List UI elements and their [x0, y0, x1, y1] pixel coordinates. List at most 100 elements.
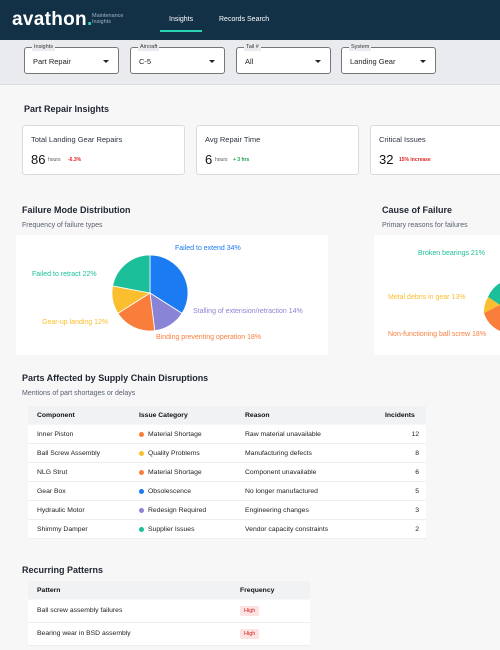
aircraft-select-value: C-5 — [139, 57, 152, 66]
cause-label-metal-debris: Metal debris in gear 13% — [388, 294, 466, 301]
cell-reason: Raw material unavailable — [245, 431, 321, 438]
pie-label-binding: Binding preventing operation 18% — [156, 334, 262, 341]
cell-component: Gear Box — [37, 488, 66, 495]
header-component: Component — [37, 412, 75, 419]
cause-of-failure-pie-chart — [483, 283, 500, 331]
category-dot — [139, 489, 144, 494]
failure-mode-pie-chart — [111, 254, 189, 332]
cell-category: Obsolescence — [148, 488, 192, 495]
table-row[interactable]: Ball Screw Assembly Quality Problems Man… — [28, 444, 426, 463]
cell-reason: Engineering changes — [245, 507, 309, 514]
kpi-unit: hours — [215, 157, 228, 163]
aircraft-select[interactable]: Aircraft C-5 — [130, 43, 225, 74]
cause-of-failure-chart-card: Broken bearings 21% Metal debris in gear… — [374, 235, 500, 355]
header-incidents: Incidents — [385, 412, 415, 419]
cause-slice-ball-screw — [484, 305, 500, 331]
header-reason: Reason — [245, 412, 270, 419]
pie-label-stalling: Stalling of extension/retraction 14% — [193, 308, 303, 315]
supply-chain-subtitle: Mentions of part shortages or delays — [22, 390, 136, 397]
insights-select-value: Part Repair — [33, 57, 71, 66]
cell-category: Redesign Required — [148, 507, 207, 514]
system-select-legend: System — [349, 43, 372, 51]
cell-incidents: 6 — [415, 469, 419, 476]
active-tab-indicator — [160, 30, 202, 32]
failure-mode-subtitle: Frequency of failure types — [22, 222, 103, 229]
insights-title: Part Repair Insights — [24, 104, 110, 114]
brand-logo[interactable]: avathon. — [12, 9, 93, 31]
chevron-down-icon — [315, 60, 321, 63]
top-navigation-bar: avathon. Maintenance Insights Insights R… — [0, 0, 500, 40]
category-dot — [139, 470, 144, 475]
pie-label-failed-to-extend: Failed to extend 34% — [175, 245, 241, 252]
filter-bar: Insights Part Repair Aircraft C-5 Tail #… — [0, 40, 500, 85]
brand-dot: . — [86, 9, 93, 30]
cell-incidents: 2 — [415, 526, 419, 533]
table-row[interactable]: Hydraulic Motor Redesign Required Engine… — [28, 501, 426, 520]
frequency-badge: High — [240, 629, 260, 639]
table-row[interactable]: Gear Box Obsolescence No longer manufact… — [28, 482, 426, 501]
brand-subtitle-line2: Insights — [92, 19, 111, 25]
kpi-card-critical-issues: Critical Issues 32 15% increase — [370, 125, 500, 175]
tab-records-search[interactable]: Records Search — [219, 16, 270, 23]
cause-of-failure-subtitle: Primary reasons for failures — [382, 222, 468, 229]
chevron-down-icon — [420, 60, 426, 63]
brand-subtitle: Maintenance Insights — [92, 13, 124, 25]
table-row[interactable]: NLG Strut Material Shortage Component un… — [28, 463, 426, 482]
cell-incidents: 12 — [411, 431, 419, 438]
supply-chain-table: Component Issue Category Reason Incident… — [28, 406, 426, 540]
kpi-delta: -6.3% — [68, 157, 82, 163]
pie-slice-binding[interactable] — [117, 292, 156, 332]
header-pattern: Pattern — [37, 587, 61, 594]
tail-number-select-legend: Tail # — [244, 43, 261, 51]
cause-slice-broken-bearings — [488, 283, 500, 305]
kpi-value: 6 — [205, 152, 213, 167]
system-select-value: Landing Gear — [350, 57, 396, 66]
cell-reason: Manufacturing defects — [245, 450, 312, 457]
cell-reason: Component unavailable — [245, 469, 317, 476]
category-dot — [139, 451, 144, 456]
cause-slice-metal-debris — [483, 297, 500, 313]
kpi-unit: hours — [48, 157, 61, 163]
tail-number-select[interactable]: Tail # All — [236, 43, 331, 74]
cause-label-broken-bearings: Broken bearings 21% — [418, 250, 485, 257]
table-row[interactable]: Shimmy Damper Supplier Issues Vendor cap… — [28, 520, 426, 539]
cell-category: Quality Problems — [148, 450, 200, 457]
table-row[interactable]: Inner Piston Material Shortage Raw mater… — [28, 425, 426, 444]
cell-incidents: 3 — [415, 507, 419, 514]
cell-component: Ball Screw Assembly — [37, 450, 101, 457]
tab-insights[interactable]: Insights — [169, 16, 194, 23]
kpi-delta: 15% increase — [399, 157, 431, 163]
kpi-label: Critical Issues — [379, 135, 426, 144]
cell-reason: No longer manufactured — [245, 488, 318, 495]
cause-label-ball-screw: Non-functioning ball screw 18% — [388, 331, 487, 338]
tail-number-select-value: All — [245, 57, 254, 66]
recurring-patterns-table: Pattern Frequency Ball screw assembly fa… — [28, 581, 310, 646]
cell-category: Material Shortage — [148, 431, 202, 438]
cell-component: Inner Piston — [37, 431, 74, 438]
pie-label-failed-to-retract: Failed to retract 22% — [32, 271, 97, 278]
kpi-card-avg-repair-time: Avg Repair Time 6 hours + 3 hrs — [196, 125, 359, 175]
insights-select[interactable]: Insights Part Repair — [24, 43, 119, 74]
kpi-delta: + 3 hrs — [233, 157, 250, 163]
kpi-label: Total Landing Gear Repairs — [31, 135, 123, 144]
brand-subtitle-line1: Maintenance — [92, 13, 124, 19]
category-dot — [139, 508, 144, 513]
system-select[interactable]: System Landing Gear — [341, 43, 436, 74]
chevron-down-icon — [209, 60, 215, 63]
table-row[interactable]: Bearing wear in BSD assembly High — [28, 623, 310, 646]
table-row[interactable]: Ball screw assembly failures High — [28, 600, 310, 623]
pie-slice-failed-to-retract[interactable] — [112, 254, 151, 294]
cell-component: Hydraulic Motor — [37, 507, 85, 514]
aircraft-select-legend: Aircraft — [138, 43, 160, 51]
kpi-value: 32 — [379, 152, 394, 167]
header-issue-category: Issue Category — [139, 412, 188, 419]
pie-label-gear-up-landing: Gear-up landing 12% — [42, 319, 109, 326]
table-header: Pattern Frequency — [28, 581, 310, 599]
category-dot — [139, 527, 144, 532]
cell-category: Supplier Issues — [148, 526, 195, 533]
cell-incidents: 8 — [415, 450, 419, 457]
failure-mode-chart-card: Failed to extend 34% Stalling of extensi… — [16, 235, 328, 355]
insights-select-legend: Insights — [32, 43, 55, 51]
cell-pattern: Bearing wear in BSD assembly — [37, 630, 131, 637]
recurring-patterns-title: Recurring Patterns — [22, 565, 104, 575]
